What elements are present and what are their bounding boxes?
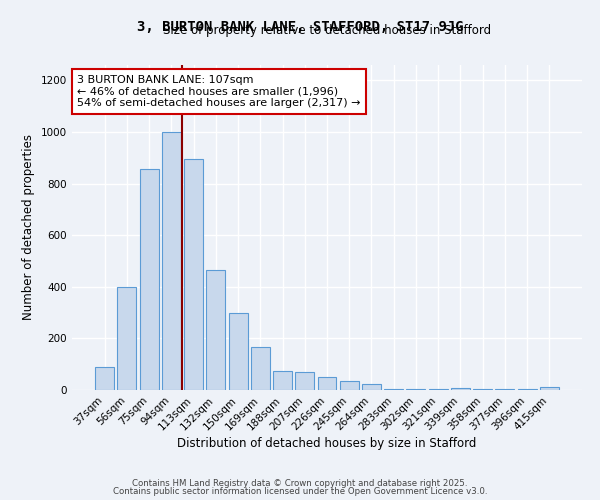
Bar [206,270,225,390]
Bar [295,372,314,390]
Bar [362,384,381,390]
Bar [518,389,536,390]
Bar [229,312,248,390]
Title: Size of property relative to detached houses in Stafford: Size of property relative to detached ho… [163,24,491,38]
Bar [406,389,425,390]
Y-axis label: Number of detached properties: Number of detached properties [22,134,35,320]
Text: 3 BURTON BANK LANE: 107sqm
← 46% of detached houses are smaller (1,996)
54% of s: 3 BURTON BANK LANE: 107sqm ← 46% of deta… [77,74,361,108]
Bar [95,367,114,390]
Bar [429,389,448,390]
Bar [162,132,181,390]
Bar [340,381,359,390]
Bar [273,370,292,390]
Text: Contains public sector information licensed under the Open Government Licence v3: Contains public sector information licen… [113,487,487,496]
X-axis label: Distribution of detached houses by size in Stafford: Distribution of detached houses by size … [178,438,476,450]
Bar [251,348,270,390]
Text: 3, BURTON BANK LANE, STAFFORD, ST17 9JG: 3, BURTON BANK LANE, STAFFORD, ST17 9JG [137,20,463,34]
Bar [451,388,470,390]
Bar [540,388,559,390]
Bar [140,170,158,390]
Bar [384,388,403,390]
Bar [496,389,514,390]
Bar [473,389,492,390]
Text: Contains HM Land Registry data © Crown copyright and database right 2025.: Contains HM Land Registry data © Crown c… [132,478,468,488]
Bar [317,377,337,390]
Bar [184,159,203,390]
Bar [118,287,136,390]
